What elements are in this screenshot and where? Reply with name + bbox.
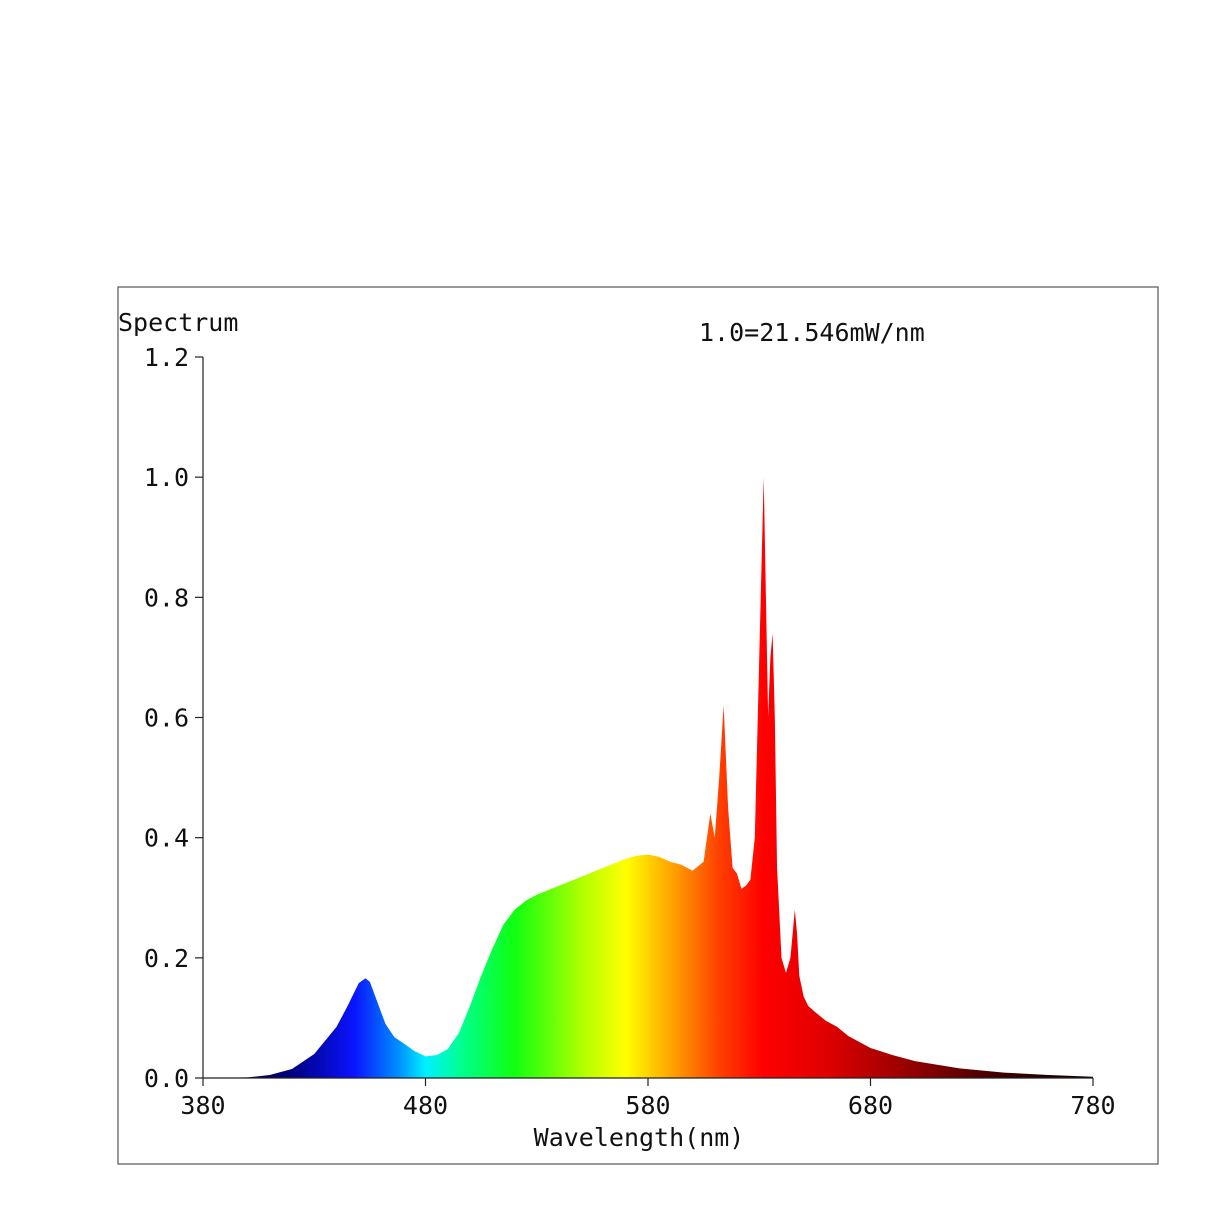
x-axis-label: Wavelength(nm): [534, 1123, 745, 1152]
y-tick-label: 0.0: [144, 1064, 189, 1093]
x-tick-label: 580: [625, 1091, 670, 1120]
y-tick-label: 0.6: [144, 704, 189, 733]
x-tick-label: 680: [848, 1091, 893, 1120]
x-tick-label: 380: [180, 1091, 225, 1120]
y-tick-label: 0.8: [144, 583, 189, 612]
y-tick-label: 0.4: [144, 824, 189, 853]
y-tick-label: 1.2: [144, 343, 189, 372]
chart-title: Spectrum: [118, 308, 238, 337]
plot-frame: [117, 286, 1159, 1165]
x-tick-label: 480: [403, 1091, 448, 1120]
y-tick-label: 1.0: [144, 463, 189, 492]
spectrum-area: [203, 477, 1093, 1078]
x-tick-label: 780: [1070, 1091, 1115, 1120]
scale-annotation: 1.0=21.546mW/nm: [699, 318, 925, 347]
y-tick-label: 0.2: [144, 944, 189, 973]
